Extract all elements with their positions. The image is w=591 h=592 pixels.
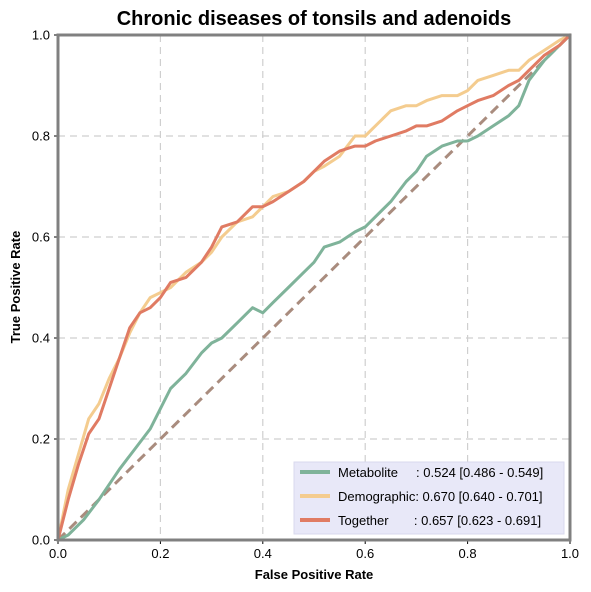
chance-diagonal xyxy=(56,33,572,542)
x-tick-label: 0.2 xyxy=(151,546,169,561)
legend-label-metabolite: Metabolite : 0.524 [0.486 - 0.549] xyxy=(338,465,543,480)
roc-curve-together xyxy=(56,33,572,542)
y-tick-label: 0.6 xyxy=(32,230,50,245)
x-tick-label: 0.0 xyxy=(49,546,67,561)
plot-frame xyxy=(56,33,572,542)
x-tick-label: 0.4 xyxy=(254,546,272,561)
axis-ticks: 0.0 0.2 0.4 0.6 0.8 1.0 0.0 0.2 0.4 0.6 0.8 1.0 xyxy=(32,28,579,562)
y-tick-label: 0.8 xyxy=(32,129,50,144)
roc-curve-metabolite xyxy=(56,33,572,542)
x-tick-label: 1.0 xyxy=(561,546,579,561)
y-tick-label: 0.2 xyxy=(32,432,50,447)
y-tick-label: 0.4 xyxy=(32,331,50,346)
legend-label-together: Together : 0.657 [0.623 - 0.691] xyxy=(338,513,541,528)
diagonal-reference-line xyxy=(56,33,572,542)
y-tick-label: 1.0 xyxy=(32,28,50,43)
legend-label-demographic: Demographic: 0.670 [0.640 - 0.701] xyxy=(338,489,543,504)
chart-title: Chronic diseases of tonsils and adenoids xyxy=(117,8,512,30)
y-axis-label: True Positive Rate xyxy=(8,231,23,344)
legend: Metabolite : 0.524 [0.486 - 0.549] Demog… xyxy=(293,461,565,535)
x-tick-label: 0.8 xyxy=(459,546,477,561)
x-tick-label: 0.6 xyxy=(356,546,374,561)
x-axis-label: False Positive Rate xyxy=(255,567,374,582)
legend-box xyxy=(293,461,565,535)
y-tick-label: 0.0 xyxy=(32,533,50,548)
roc-curves xyxy=(56,33,572,542)
